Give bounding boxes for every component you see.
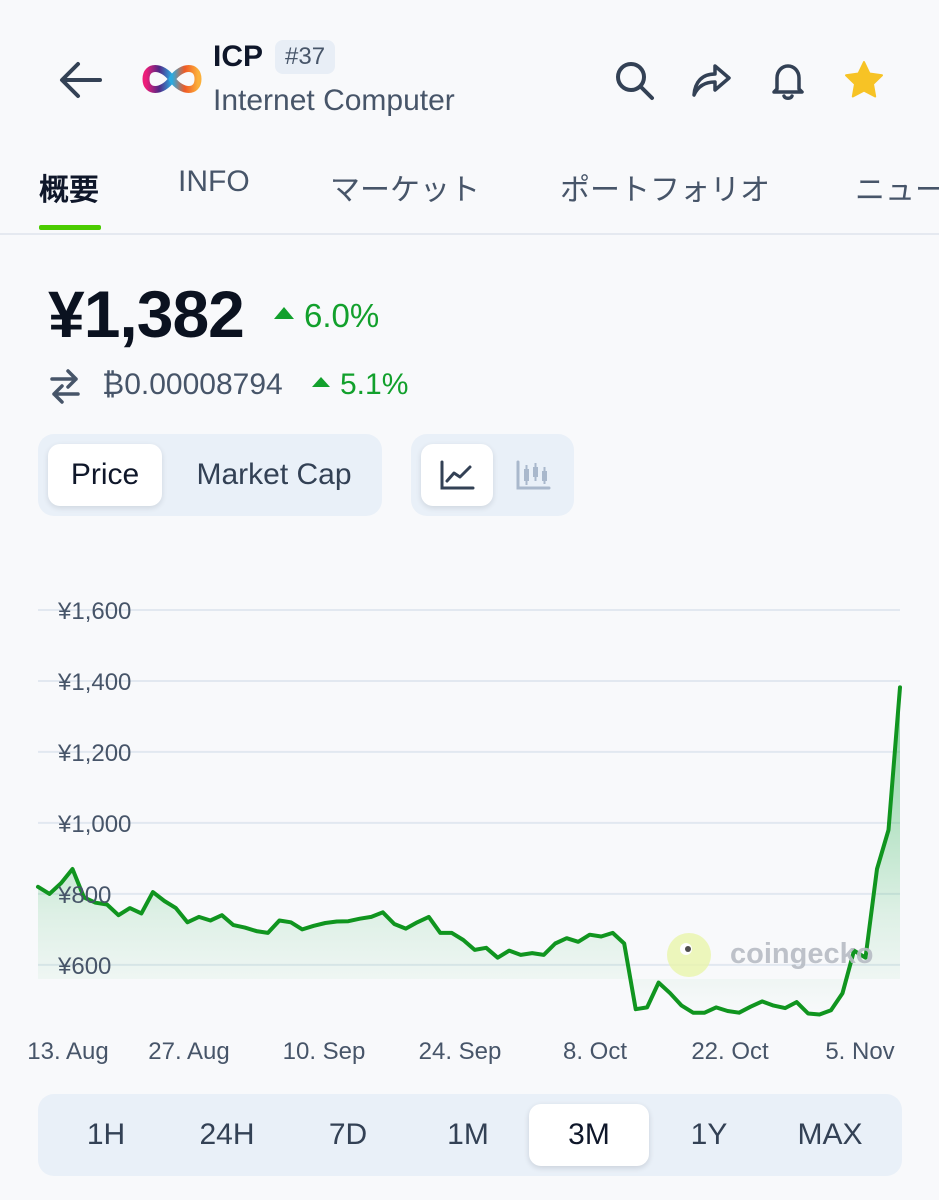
svg-text:coingecko: coingecko: [730, 938, 873, 970]
range-1y[interactable]: 1Y: [690, 1118, 728, 1151]
candlestick-button[interactable]: [499, 444, 567, 506]
coin-name: Internet Computer: [213, 84, 455, 117]
range-24h[interactable]: 24H: [199, 1118, 255, 1151]
range-7d[interactable]: 7D: [328, 1118, 368, 1151]
share-icon: [692, 64, 731, 97]
x-axis-label: 10. Sep: [283, 1038, 366, 1065]
price-line: [36, 685, 902, 1017]
price-area: [38, 687, 900, 1015]
candlestick-icon: [516, 460, 551, 490]
icp-logo: [140, 56, 204, 102]
btc-change-value: 5.1%: [340, 368, 409, 401]
rank-badge: #37: [275, 40, 336, 74]
coin-ticker: ICP: [213, 40, 264, 73]
btc-change: 5.1%: [312, 368, 408, 402]
search-icon: [616, 62, 654, 100]
time-range-selector: 1H 24H 7D 1M 3M 1Y MAX: [38, 1094, 902, 1176]
x-axis-label: 8. Oct: [563, 1038, 627, 1065]
y-axis-label: ¥1,000: [57, 811, 131, 838]
alert-button[interactable]: [760, 52, 816, 108]
bell-icon: [772, 64, 804, 100]
x-axis-label: 13. Aug: [27, 1038, 108, 1065]
x-axis-label: 5. Nov: [825, 1038, 894, 1065]
current-price: ¥1,382: [48, 277, 245, 351]
y-axis-label: ¥1,200: [57, 740, 131, 767]
market-cap-toggle[interactable]: Market Cap: [196, 458, 352, 491]
tab-overview[interactable]: 概要: [39, 174, 99, 207]
tab-info[interactable]: INFO: [178, 165, 250, 198]
y-axis-label: ¥800: [57, 882, 111, 909]
line-chart-icon: [440, 460, 475, 490]
search-button[interactable]: [606, 52, 662, 108]
y-axis-label: ¥600: [57, 953, 111, 980]
y-axis-label: ¥1,600: [57, 598, 131, 625]
up-triangle-icon: [312, 377, 330, 387]
range-3m[interactable]: 3M: [529, 1104, 649, 1166]
range-1m[interactable]: 1M: [447, 1118, 489, 1151]
price-change-value: 6.0%: [304, 297, 380, 334]
range-1h[interactable]: 1H: [86, 1118, 126, 1151]
x-axis-label: 27. Aug: [148, 1038, 229, 1065]
coingecko-watermark: coingecko: [667, 933, 873, 977]
line-chart-button[interactable]: [421, 444, 493, 506]
x-axis-label: 22. Oct: [691, 1038, 769, 1065]
tab-portfolio[interactable]: ポートフォリオ: [560, 174, 770, 207]
tab-news[interactable]: ニュー: [855, 174, 939, 207]
swap-icon[interactable]: [48, 366, 82, 406]
price-change: 6.0%: [274, 297, 379, 335]
star-icon: [845, 61, 883, 98]
tab-bar: 概要 INFO マーケット ポートフォリオ ニュー: [0, 145, 939, 235]
back-button[interactable]: [52, 52, 108, 108]
active-tab-indicator: [39, 225, 101, 230]
y-axis-label: ¥1,400: [57, 669, 131, 696]
tab-market[interactable]: マーケット: [330, 174, 480, 207]
favorite-button[interactable]: [836, 52, 892, 108]
metric-toggle: Price Market Cap: [38, 434, 382, 516]
price-chart[interactable]: ¥1,600 ¥1,400 ¥1,200 ¥1,000 ¥800 ¥600 coingec…: [0, 560, 939, 1080]
share-button[interactable]: [683, 52, 739, 108]
price-toggle[interactable]: Price: [48, 444, 162, 506]
back-arrow-icon: [60, 62, 102, 98]
btc-price: ₿0.00008794: [102, 368, 283, 401]
x-axis-label: 24. Sep: [419, 1038, 502, 1065]
range-max[interactable]: MAX: [797, 1118, 863, 1151]
chart-type-toggle: [411, 434, 574, 516]
up-triangle-icon: [274, 307, 294, 319]
